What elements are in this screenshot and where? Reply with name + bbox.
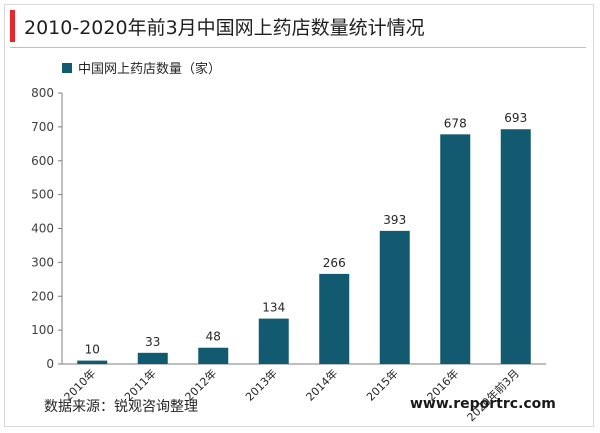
bar — [198, 347, 229, 364]
bar — [500, 129, 531, 364]
y-tick-label: 600 — [31, 154, 54, 168]
chart-frame — [4, 4, 594, 427]
bars — [77, 129, 531, 364]
bar — [137, 352, 168, 364]
bar — [319, 273, 350, 364]
source-note: 数据来源：锐观咨询整理 — [44, 399, 198, 415]
y-tick-label: 700 — [31, 120, 54, 134]
data-label: 10 — [85, 343, 100, 357]
data-label: 266 — [323, 256, 346, 270]
data-label: 678 — [444, 116, 467, 130]
data-label: 48 — [206, 330, 221, 344]
bar — [258, 318, 289, 364]
data-label: 33 — [145, 335, 160, 349]
y-tick-label: 200 — [31, 289, 54, 303]
y-tick-label: 300 — [31, 255, 54, 269]
y-tick-label: 100 — [31, 323, 54, 337]
axes: 0 100 200 300 400 500 600 700 800 — [31, 86, 546, 371]
legend-label: 中国网上药店数量（家） — [78, 62, 222, 77]
category-label: 2013年 — [242, 366, 279, 403]
legend-swatch — [62, 62, 72, 73]
title-accent-bar — [10, 10, 15, 42]
legend: 中国网上药店数量（家） — [62, 58, 221, 77]
y-tick-label: 0 — [46, 357, 54, 371]
bar — [440, 134, 471, 364]
bar — [379, 230, 410, 364]
y-tick-label: 500 — [31, 188, 54, 202]
bar — [77, 360, 108, 364]
data-label: 693 — [504, 111, 527, 125]
y-tick-label: 800 — [31, 86, 54, 100]
title-divider — [10, 47, 586, 48]
category-label: 2014年 — [303, 366, 340, 403]
y-tick-label: 400 — [31, 222, 54, 236]
watermark: www.reportrc.com — [410, 396, 556, 412]
data-label: 134 — [262, 301, 285, 315]
category-label: 2015年 — [363, 366, 400, 403]
data-label: 393 — [383, 213, 406, 227]
chart-title: 2010-2020年前3月中国网上药店数量统计情况 — [24, 17, 425, 39]
